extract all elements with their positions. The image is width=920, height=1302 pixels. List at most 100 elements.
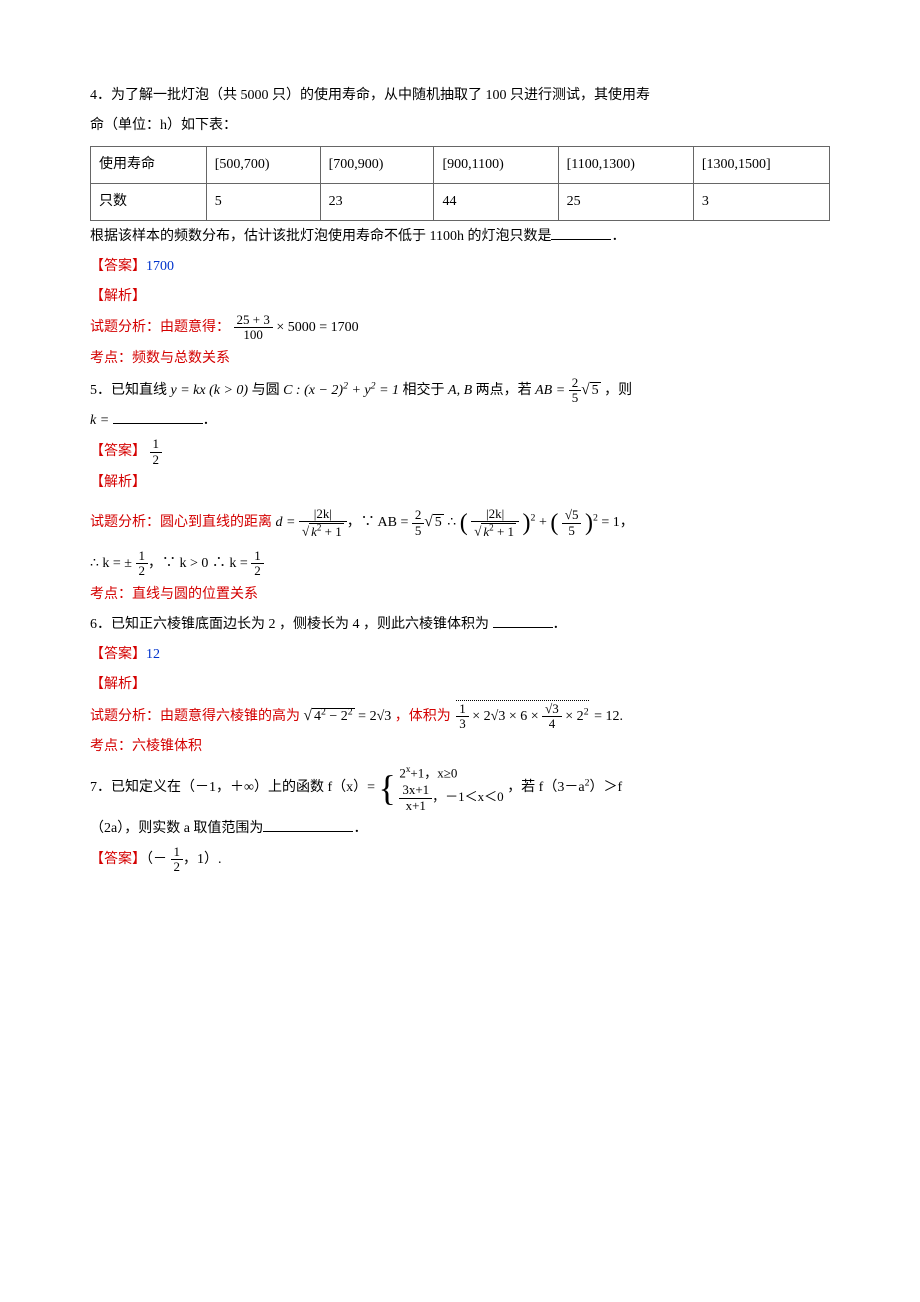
q5-sqrt5-rad: 5 — [590, 382, 601, 398]
q5-pts: A, B — [448, 383, 472, 398]
q5-analysis-prefix: 试题分析：圆心到直线的距离 — [90, 515, 272, 530]
q5-line-after1: ∴ k = ± — [90, 556, 132, 571]
q6-answer-val: 12 — [146, 647, 160, 662]
q5-d-den: √k2 + 1 — [299, 522, 347, 539]
q6-analysis: 试题分析：由题意得六棱锥的高为 √42 − 22 = 2√3 ，体积为 1 3 … — [90, 701, 830, 732]
q5-because: ，∵ AB = — [347, 515, 412, 530]
q6-t: 6．已知正六棱锥底面边长为 2 ，侧棱长为 4 ，则此六棱锥体积为 — [90, 617, 489, 632]
th-label: 使用寿命 — [91, 147, 207, 184]
q6-1over3: 1 3 — [456, 702, 469, 732]
q5-ans-n: 1 — [150, 437, 163, 452]
q7-ans-d: 2 — [171, 860, 184, 874]
q5-s5n: √5 — [562, 508, 582, 523]
th-1: [500,700) — [206, 147, 320, 184]
q5-ans-d: 2 — [150, 453, 163, 467]
q5-mid3: 两点，若 — [476, 383, 536, 398]
q6-s3over4: √3 4 — [542, 702, 562, 732]
q5-analysis: 试题分析：圆心到直线的距离 d = |2k| √k2 + 1 ，∵ AB = 2… — [90, 499, 830, 547]
q6-vol-tail: × 2 — [562, 709, 584, 724]
q7-case1: 2x+1，x≥0 — [399, 763, 503, 783]
q4-answer: 【答案】1700 — [90, 253, 830, 281]
q7-c2-tail: ，－1＜x＜0 — [432, 789, 504, 804]
q4-after-tail: ． — [611, 229, 625, 244]
q5-mid2: 相交于 — [403, 383, 449, 398]
q7-c1-tail: +1，x≥0 — [410, 766, 457, 781]
q5-half-b: 1 2 — [251, 549, 264, 579]
q5-jiexi: 【解析】 — [90, 469, 830, 497]
lparen-big-2: ( — [550, 510, 558, 536]
q5-expr1: y = kx (k > 0) — [171, 383, 249, 398]
q5-line1: 5．已知直线 y = kx (k > 0) 与圆 C : (x − 2)2 + … — [90, 375, 830, 406]
q5-sqrt5-b-rad: 5 — [433, 514, 444, 530]
q7-brace: { 2x+1，x≥0 3x+1 x+1 ，－1＜x＜0 — [379, 763, 504, 812]
q7-case2: 3x+1 x+1 ，－1＜x＜0 — [399, 783, 503, 813]
q6-analysis-prefix: 试题分析：由题意得六棱锥的高为 — [90, 709, 300, 724]
q5-d-den-b: √k2 + 1 — [471, 522, 519, 539]
q4-line2: 命（单位：h）如下表： — [90, 112, 830, 140]
q5-d-frac-b: |2k| √k2 + 1 — [471, 507, 519, 539]
q7-c2-n: 3x+1 — [399, 783, 432, 798]
q5-answer: 【答案】 1 2 — [90, 437, 830, 467]
q5-2over5-d: 5 — [569, 391, 582, 405]
q7-l2-tail: ． — [353, 821, 367, 836]
row-label: 只数 — [91, 184, 207, 221]
q5-line2: k = ． — [90, 407, 830, 435]
q5-eq: = 1 — [376, 383, 399, 398]
cell-3: 44 — [434, 184, 558, 221]
cell-4: 25 — [558, 184, 693, 221]
q5-tail: ，则 — [604, 383, 632, 398]
q6-s3over4-n: √3 — [542, 702, 562, 717]
th-4: [1100,1300) — [558, 147, 693, 184]
q6-s1: 4 — [314, 709, 321, 724]
q6-text: 6．已知正六棱锥底面边长为 2 ，侧棱长为 4 ，则此六棱锥体积为 ． — [90, 611, 830, 639]
q5-2over5-n: 2 — [569, 376, 582, 391]
q5-d-frac: |2k| √k2 + 1 — [299, 507, 347, 539]
q5-kaodian: 考点：直线与圆的位置关系 — [90, 581, 830, 609]
q5-d-eq: d = — [276, 515, 299, 530]
q7-cases: 2x+1，x≥0 3x+1 x+1 ，－1＜x＜0 — [399, 763, 503, 812]
q7-answer: 【答案】（－ 1 2 ，1）. — [90, 845, 830, 875]
brace-icon: { — [379, 770, 396, 806]
q6-vol-result: = 12. — [594, 709, 623, 724]
q5-circle: C : (x − 2)2 + y2 = 1 — [283, 383, 399, 398]
q5-ab: AB = — [535, 383, 569, 398]
q4-answer-val: 1700 — [146, 259, 174, 274]
q6-vol-prefix: ，体积为 — [395, 709, 451, 724]
q6-1over3-d: 3 — [456, 717, 469, 731]
answer-label: 【答案】 — [90, 259, 146, 274]
q4-table: 使用寿命 [500,700) [700,900) [900,1100) [110… — [90, 146, 830, 221]
q7-mid: ，若 f（3－a — [507, 780, 584, 795]
q6-eq2sqrt3: = 2√3 — [358, 709, 391, 724]
lparen-big-1: ( — [460, 510, 468, 536]
q6-kaodian: 考点：六棱锥体积 — [90, 733, 830, 761]
q5-blank — [113, 409, 203, 424]
q6-vol-mid: × 2√3 × 6 × — [469, 709, 542, 724]
q5-therefore: ∴ — [447, 515, 456, 530]
radical-sign-3: √ — [304, 707, 312, 724]
q5-half-an: 1 — [136, 549, 149, 564]
q5-circle-base: C : (x − 2) — [283, 383, 343, 398]
q6-blank — [493, 613, 553, 628]
q4-jiexi: 【解析】 — [90, 283, 830, 311]
q5-sqrt5over5: √5 5 — [562, 508, 582, 538]
q5-circle-tail: + y — [348, 383, 371, 398]
radical-sign-2: √ — [424, 513, 432, 530]
q7-blank — [263, 817, 353, 832]
q5-d-den-tail: + 1 — [321, 524, 341, 539]
q5-half-ad: 2 — [136, 564, 149, 578]
q6-s2: − 2 — [326, 709, 348, 724]
q7-prefix: 7．已知定义在（－1，＋∞）上的函数 f（x）= — [90, 780, 379, 795]
th-2: [700,900) — [320, 147, 434, 184]
cell-1: 5 — [206, 184, 320, 221]
q5-answer-frac: 1 2 — [150, 437, 163, 467]
q6-jiexi: 【解析】 — [90, 671, 830, 699]
q5-2over5-bn: 2 — [412, 508, 425, 523]
q6-sqrt-rad: 42 − 22 — [312, 708, 355, 724]
q5-d-num-b: |2k| — [471, 507, 519, 522]
q7-line2: （2a），则实数 a 取值范围为． — [90, 815, 830, 843]
q5-half-bn: 1 — [251, 549, 264, 564]
q5-plus: + — [539, 515, 550, 530]
q7-c2-d: x+1 — [399, 799, 432, 813]
q5-s5d: 5 — [562, 524, 582, 538]
q4-after-text: 根据该样本的频数分布，估计该批灯泡使用寿命不低于 1100h 的灯泡只数是 — [90, 229, 551, 244]
